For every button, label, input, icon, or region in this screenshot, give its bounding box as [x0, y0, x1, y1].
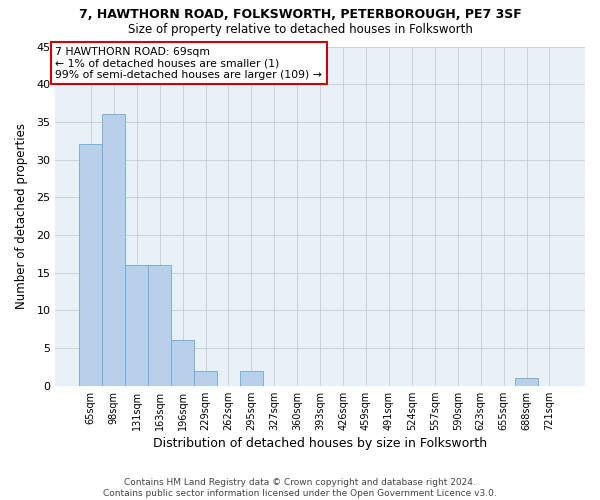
Text: 7 HAWTHORN ROAD: 69sqm
← 1% of detached houses are smaller (1)
99% of semi-detac: 7 HAWTHORN ROAD: 69sqm ← 1% of detached …	[55, 46, 322, 80]
Bar	[79, 144, 103, 386]
Bar	[125, 265, 148, 386]
Bar	[240, 370, 263, 386]
Text: Contains HM Land Registry data © Crown copyright and database right 2024.
Contai: Contains HM Land Registry data © Crown c…	[103, 478, 497, 498]
Bar	[194, 370, 217, 386]
Bar	[148, 265, 171, 386]
Y-axis label: Number of detached properties: Number of detached properties	[15, 123, 28, 309]
Text: Size of property relative to detached houses in Folksworth: Size of property relative to detached ho…	[128, 22, 472, 36]
Bar	[515, 378, 538, 386]
Bar	[171, 340, 194, 386]
Text: 7, HAWTHORN ROAD, FOLKSWORTH, PETERBOROUGH, PE7 3SF: 7, HAWTHORN ROAD, FOLKSWORTH, PETERBOROU…	[79, 8, 521, 20]
X-axis label: Distribution of detached houses by size in Folksworth: Distribution of detached houses by size …	[153, 437, 487, 450]
Bar	[103, 114, 125, 386]
